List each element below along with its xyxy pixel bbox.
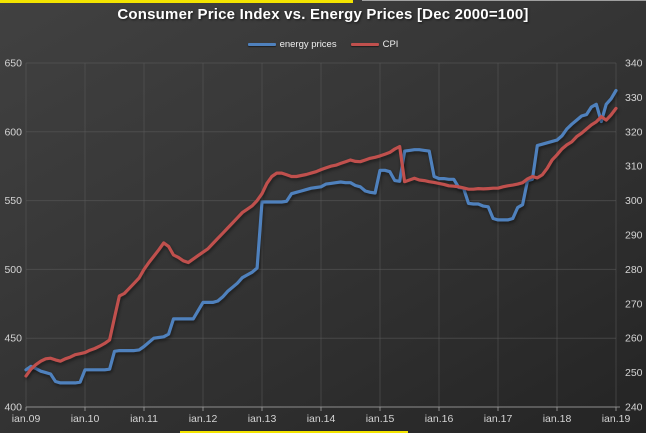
right-axis-label: 250 (625, 367, 643, 379)
x-axis-label: ian.11 (130, 413, 158, 425)
top-accent-bar (0, 0, 353, 3)
right-axis-label: 240 (625, 402, 643, 414)
chart-legend: energy prices CPI (0, 38, 646, 50)
legend-label: energy prices (279, 38, 337, 50)
bottom-accent-bar (180, 431, 408, 433)
left-axis-label: 450 (4, 333, 22, 345)
left-axis-label: 400 (4, 402, 22, 414)
right-axis-label: 320 (625, 126, 643, 138)
legend-item-energy-prices[interactable]: energy prices (247, 38, 337, 50)
left-axis-label: 500 (4, 264, 22, 276)
x-axis-label: ian.17 (484, 413, 513, 425)
x-axis-label: ian.10 (71, 413, 100, 425)
x-axis-label: ian.13 (248, 413, 277, 425)
chart-title: Consumer Price Index vs. Energy Prices [… (117, 6, 529, 23)
right-axis-label: 290 (625, 230, 643, 242)
right-axis-label: 270 (625, 298, 643, 310)
series-line-CPI (24, 106, 618, 378)
right-axis-label: 330 (625, 92, 643, 104)
x-axis-label: ian.12 (189, 413, 218, 425)
x-axis-label: ian.14 (307, 413, 336, 425)
energy-prices-line-swatch (247, 42, 276, 46)
cpi-line-swatch (350, 42, 379, 46)
legend-item-cpi[interactable]: CPI (350, 38, 399, 50)
series-line-energy-prices (24, 88, 618, 385)
right-axis-label: 340 (625, 58, 643, 70)
left-axis-label: 550 (4, 195, 22, 207)
right-axis-label: 310 (625, 161, 643, 173)
left-axis-label: 600 (4, 126, 22, 138)
right-axis-label: 260 (625, 333, 643, 345)
x-axis-label: ian.18 (543, 413, 572, 425)
legend-label: CPI (382, 38, 399, 50)
top-edge-line (362, 0, 646, 1)
right-axis-label: 300 (625, 195, 643, 207)
x-axis-label: ian.16 (425, 413, 454, 425)
right-axis-label: 280 (625, 264, 643, 276)
x-axis-label: ian.15 (366, 413, 395, 425)
x-axis-label: ian.09 (12, 413, 41, 425)
left-axis-label: 650 (4, 58, 22, 70)
x-axis-label: ian.19 (602, 413, 631, 425)
